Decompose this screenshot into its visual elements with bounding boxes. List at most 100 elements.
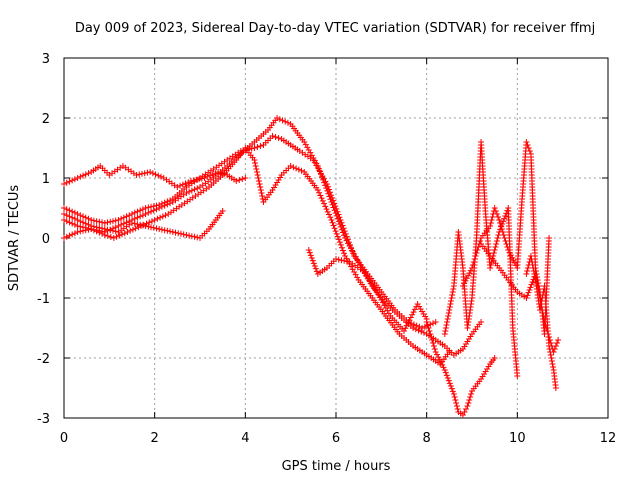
data-point-interp <box>150 203 157 210</box>
data-point-interp <box>107 234 114 240</box>
data-point <box>478 319 485 325</box>
data-point <box>459 283 466 289</box>
data-point-interp <box>379 299 386 306</box>
data-point-interp <box>465 272 472 279</box>
data-point-interp <box>258 190 265 196</box>
data-point-interp <box>347 244 354 251</box>
data-point-interp <box>332 228 339 235</box>
data-point-interp <box>530 268 537 274</box>
data-point-interp <box>447 383 454 389</box>
data-point <box>61 181 67 187</box>
data-point-interp <box>107 218 114 225</box>
data-point-interp <box>129 226 136 233</box>
y-tick-label: -2 <box>37 352 50 367</box>
data-point-interp <box>524 142 531 148</box>
data-point-interp <box>85 226 92 233</box>
data-point-interp <box>463 275 470 282</box>
data-point-interp <box>343 258 350 265</box>
data-point-interp <box>418 328 425 335</box>
data-point-interp <box>341 250 348 257</box>
data-point-interp <box>116 232 123 239</box>
data-point-interp <box>527 284 534 291</box>
data-point-interp <box>317 192 324 199</box>
data-point-interp <box>69 220 76 227</box>
series-sat-h <box>441 139 521 379</box>
data-point-interp <box>324 208 331 215</box>
data-point-interp <box>502 238 509 244</box>
data-point-interp <box>145 209 152 216</box>
grid <box>64 58 608 418</box>
data-point-interp <box>148 224 155 231</box>
series-sat-f <box>305 247 430 334</box>
data-point <box>337 217 344 223</box>
data-point-interp <box>80 227 87 234</box>
data-point-interp <box>445 377 452 384</box>
data-point-interp <box>440 364 447 371</box>
data-point-interp <box>191 186 198 193</box>
data-point-interp <box>437 359 444 366</box>
data-point-interp <box>431 346 438 352</box>
y-axis-label: SDTVAR / TECUs <box>7 185 22 292</box>
data-point <box>555 337 562 343</box>
data-point-interp <box>547 352 554 358</box>
data-point-interp <box>507 252 514 259</box>
data-point-interp <box>448 298 455 304</box>
data-point-interp <box>345 239 352 246</box>
data-point <box>129 217 135 223</box>
data-point-interp <box>493 241 500 247</box>
data-point-interp <box>336 239 343 246</box>
data-point-interp <box>335 236 342 243</box>
data-point <box>74 217 81 223</box>
data-point-interp <box>293 165 300 172</box>
data-point-interp <box>506 249 513 256</box>
data-point-interp <box>253 169 260 175</box>
data-point-interp <box>406 317 413 324</box>
data-point-interp <box>140 221 147 228</box>
data-point-interp <box>157 214 164 221</box>
data-point-interp <box>489 214 496 220</box>
data-point-interp <box>466 397 473 403</box>
data-point-interp <box>446 304 453 310</box>
data-point-interp <box>99 230 106 237</box>
data-point-interp <box>253 166 260 172</box>
data-point-interp <box>329 219 336 226</box>
data-point-interp <box>497 220 504 226</box>
data-point-interp <box>407 314 414 321</box>
data-point-interp <box>551 346 558 352</box>
data-point <box>287 163 294 169</box>
data-point-interp <box>425 325 432 331</box>
data-point-interp <box>153 225 160 232</box>
data-point-interp <box>158 200 165 207</box>
data-point-interp <box>447 301 454 307</box>
data-point-interp <box>474 247 481 253</box>
data-point <box>333 256 339 262</box>
data-point-interp <box>448 385 455 392</box>
data-point-interp <box>334 208 341 215</box>
data-point-interp <box>272 134 279 140</box>
data-point-interp <box>120 220 127 227</box>
data-point-interp <box>402 325 409 332</box>
data-point-interp <box>311 263 318 269</box>
data-point-interp <box>348 263 355 270</box>
data-point-interp <box>134 214 141 221</box>
data-point-interp <box>354 274 361 281</box>
x-tick-label: 4 <box>241 431 249 446</box>
data-point-interp <box>104 227 111 234</box>
data-point-interp <box>547 349 554 355</box>
data-point <box>419 325 426 331</box>
data-point-interp <box>351 269 358 275</box>
data-point-interp <box>333 205 340 212</box>
data-point <box>505 247 512 253</box>
data-point-interp <box>162 212 169 219</box>
data-point-interp <box>501 215 508 222</box>
data-point <box>151 217 158 223</box>
data-point-interp <box>451 394 458 400</box>
data-point-interp <box>164 198 171 205</box>
data-point-interp <box>537 304 544 310</box>
data-point-interp <box>276 116 283 123</box>
data-point-interp <box>498 223 505 229</box>
series-sat-e <box>61 145 453 367</box>
data-point-interp <box>295 166 302 173</box>
data-point-interp <box>77 212 84 219</box>
data-point-interp <box>524 265 531 271</box>
